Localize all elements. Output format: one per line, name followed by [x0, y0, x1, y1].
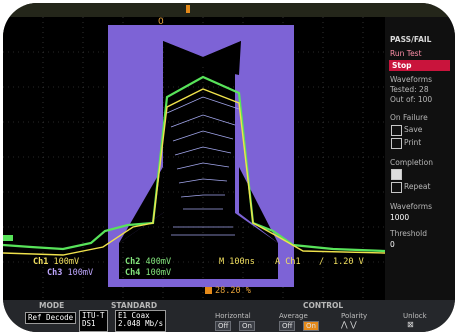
ch4-scale: 100mV — [145, 268, 172, 278]
horizontal-on[interactable]: On — [239, 321, 255, 331]
trigger-marker-icon: 0 — [158, 17, 164, 27]
unlock-icon[interactable]: ⊠ — [407, 320, 414, 329]
ch1-scale: 100mV — [53, 257, 80, 267]
polarity-icon[interactable]: ⋀ ⋁ — [341, 320, 357, 329]
polarity-label: Polarity — [341, 312, 368, 320]
standard-value[interactable]: E1 Coax 2.048 Mb/s — [115, 310, 167, 332]
ch1-label: Ch1 — [33, 257, 49, 267]
save-checkbox[interactable] — [391, 125, 402, 136]
save-option[interactable]: Save — [404, 125, 423, 134]
trigger-level: 1.20 V — [333, 257, 364, 267]
on-failure-label: On Failure — [390, 113, 428, 122]
waveforms-tested: Tested: 28 — [390, 85, 429, 94]
menu-title: PASS/FAIL — [390, 35, 432, 44]
threshold-label: Threshold — [390, 229, 427, 238]
ch2-trace — [3, 75, 385, 253]
average-on[interactable]: On — [303, 321, 319, 331]
waveforms-label: Waveforms — [390, 75, 432, 84]
control-label: CONTROL — [303, 301, 344, 310]
horizontal-label: Horizontal — [215, 312, 251, 320]
trigger-source: A Ch1 — [275, 257, 301, 267]
side-menu: PASS/FAIL Run Test Stop Waveforms Tested… — [385, 17, 455, 300]
mode-label: MODE — [39, 301, 65, 310]
record-position-bar — [3, 3, 455, 17]
ch3-scale: 100mV — [67, 268, 94, 278]
trigger-slope: / — [319, 257, 325, 267]
ch3-label: Ch3 — [47, 268, 63, 278]
bottom-menu: MODE Ref Decode STANDARD ITU-T DS1 E1 Coa… — [3, 300, 455, 332]
print-checkbox[interactable] — [391, 138, 402, 149]
print-option[interactable]: Print — [404, 138, 422, 147]
horizontal-position: 28.20 % — [215, 286, 251, 296]
standard-label: STANDARD — [111, 301, 158, 310]
graticule — [3, 17, 385, 300]
standard-name[interactable]: ITU-T DS1 — [79, 310, 108, 332]
mask-region — [108, 25, 294, 287]
ch1-trace — [3, 88, 385, 256]
ch2-label: Ch2 — [125, 257, 141, 267]
channel-readout: Ch1 100mV Ch2 400mV M 100ns A Ch1 / 1.20… — [33, 257, 364, 284]
completion-checkbox[interactable] — [391, 169, 402, 180]
completion-label: Completion — [390, 158, 433, 167]
waveforms-count-value[interactable]: 1000 — [390, 213, 410, 222]
mode-value[interactable]: Ref Decode — [25, 312, 77, 324]
threshold-value[interactable]: 0 — [390, 240, 395, 249]
timebase: M 100ns — [219, 257, 255, 267]
repeat-option[interactable]: Repeat — [404, 182, 431, 191]
run-test-button[interactable]: Stop — [389, 60, 450, 71]
horizontal-off[interactable]: Off — [215, 321, 232, 331]
position-icon — [205, 287, 212, 294]
ch4-label: Ch4 — [125, 268, 141, 278]
run-test-label[interactable]: Run Test — [390, 49, 422, 58]
trigger-position-marker — [186, 5, 190, 13]
average-off[interactable]: Off — [279, 321, 296, 331]
unlock-label: Unlock — [403, 312, 427, 320]
waveforms-out-of: Out of: 100 — [390, 95, 433, 104]
average-label: Average — [279, 312, 308, 320]
waveforms-count-label: Waveforms — [390, 202, 432, 211]
oscilloscope-frame: 0 Ch1 100mV Ch2 400mV M 100ns A Ch1 / 1.… — [3, 3, 455, 332]
ch2-scale: 400mV — [145, 257, 172, 267]
repeat-checkbox[interactable] — [391, 182, 402, 193]
waveform-display[interactable]: 0 Ch1 100mV Ch2 400mV M 100ns A Ch1 / 1.… — [3, 17, 385, 300]
